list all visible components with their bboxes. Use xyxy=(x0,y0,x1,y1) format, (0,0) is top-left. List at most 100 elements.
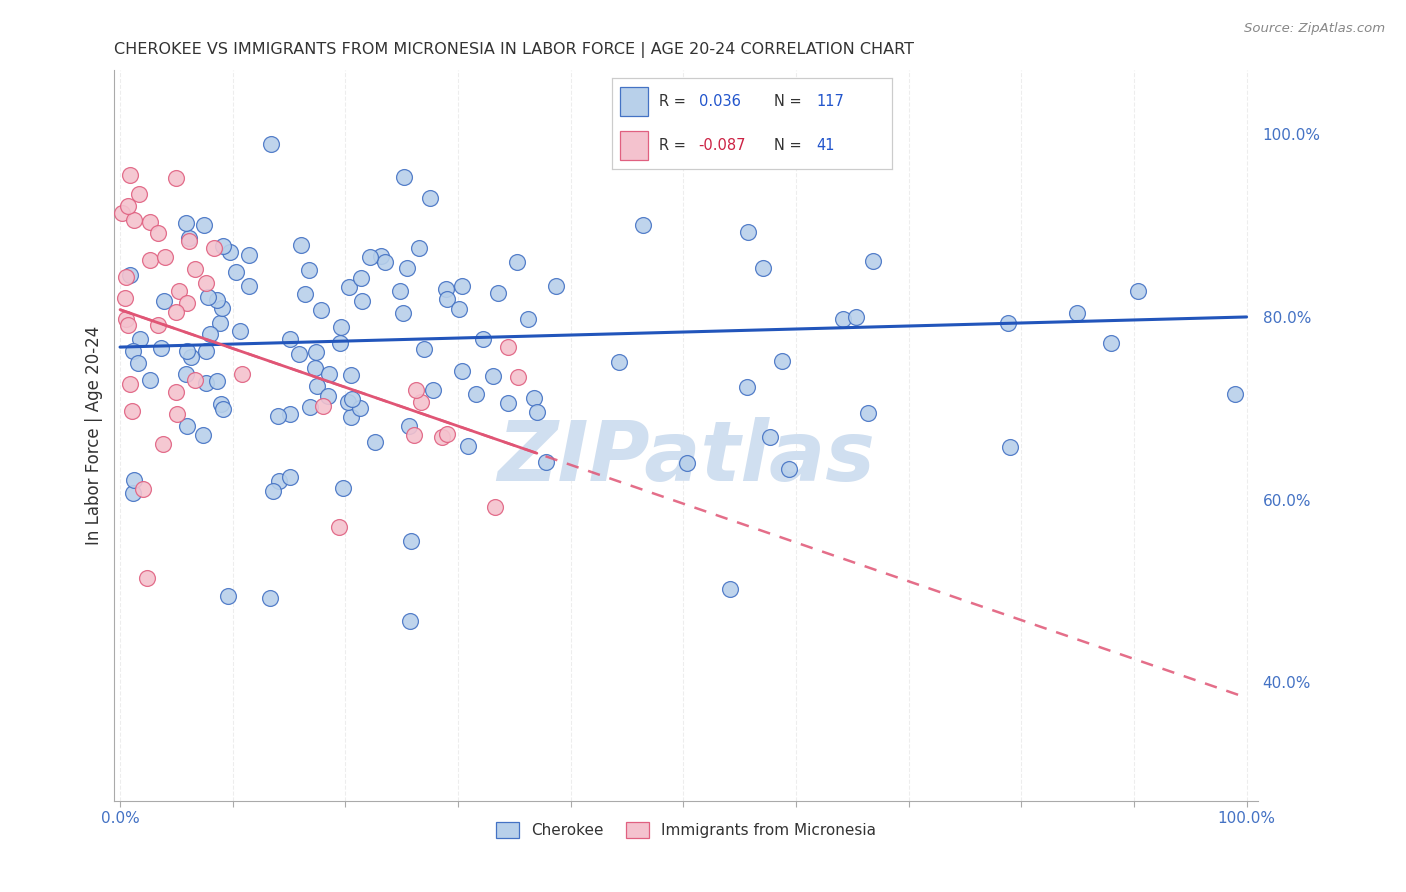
Point xyxy=(505,254,527,268)
Point xyxy=(148,318,170,332)
Point xyxy=(534,455,557,469)
Point xyxy=(436,292,458,306)
Point xyxy=(336,394,359,409)
Point xyxy=(120,268,142,282)
Point xyxy=(165,170,187,185)
Point xyxy=(211,301,233,315)
Point xyxy=(231,367,253,381)
Point xyxy=(165,384,187,399)
Point xyxy=(111,205,134,219)
Point xyxy=(436,426,458,441)
Point xyxy=(174,216,197,230)
Point xyxy=(177,231,200,245)
Point xyxy=(218,245,240,260)
Point xyxy=(225,265,247,279)
Point xyxy=(396,260,419,275)
Point xyxy=(422,383,444,397)
Point xyxy=(496,396,519,410)
Point xyxy=(312,399,335,413)
Point xyxy=(184,261,207,276)
Point xyxy=(349,401,371,415)
Point xyxy=(607,355,630,369)
Point xyxy=(752,260,775,275)
Point xyxy=(139,253,162,268)
Point xyxy=(997,316,1019,330)
Point xyxy=(136,571,159,585)
Point xyxy=(411,394,433,409)
Point xyxy=(1000,440,1022,454)
Text: CHEROKEE VS IMMIGRANTS FROM MICRONESIA IN LABOR FORCE | AGE 20-24 CORRELATION CH: CHEROKEE VS IMMIGRANTS FROM MICRONESIA I… xyxy=(114,42,914,58)
Point xyxy=(209,397,232,411)
Text: ZIPatlas: ZIPatlas xyxy=(498,417,875,498)
Point xyxy=(340,368,363,383)
Point xyxy=(298,263,321,277)
Point xyxy=(193,218,215,232)
Point xyxy=(176,419,198,434)
Point xyxy=(737,380,759,394)
Point xyxy=(117,318,139,332)
Point xyxy=(176,343,198,358)
Point xyxy=(208,317,231,331)
Point xyxy=(294,287,316,301)
Point xyxy=(212,401,235,416)
Point xyxy=(122,344,145,359)
Point xyxy=(259,591,281,606)
Point xyxy=(122,212,145,227)
Point xyxy=(451,279,474,293)
Point xyxy=(167,285,190,299)
Point xyxy=(329,335,352,350)
Point xyxy=(451,364,474,378)
Point xyxy=(122,485,145,500)
Point xyxy=(202,241,225,255)
Point xyxy=(506,369,529,384)
Point xyxy=(184,373,207,387)
Point xyxy=(332,481,354,495)
Point xyxy=(180,350,202,364)
Point xyxy=(129,332,152,346)
Point xyxy=(484,500,506,514)
Point xyxy=(278,408,301,422)
Point xyxy=(1066,306,1088,320)
Point xyxy=(174,367,197,381)
Point xyxy=(399,534,422,549)
Point xyxy=(363,435,385,450)
Point xyxy=(127,356,149,370)
Point xyxy=(405,384,427,398)
Point xyxy=(166,407,188,421)
Point xyxy=(350,293,373,308)
Point xyxy=(194,376,217,391)
Point xyxy=(195,344,218,359)
Point xyxy=(419,191,441,205)
Point xyxy=(318,367,340,381)
Point xyxy=(770,354,793,368)
Point xyxy=(152,294,174,309)
Point xyxy=(645,152,668,166)
Point xyxy=(118,168,141,182)
Point xyxy=(193,428,215,442)
Point xyxy=(457,439,479,453)
Point xyxy=(526,405,548,419)
Point xyxy=(307,379,329,393)
Legend: Cherokee, Immigrants from Micronesia: Cherokee, Immigrants from Micronesia xyxy=(489,815,883,845)
Point xyxy=(374,255,396,269)
Point xyxy=(359,250,381,264)
Point xyxy=(1099,335,1122,350)
Point xyxy=(832,312,855,326)
Point xyxy=(288,347,311,361)
Point xyxy=(211,239,233,253)
Point xyxy=(132,482,155,496)
Point xyxy=(389,284,412,298)
Point xyxy=(391,305,413,319)
Point xyxy=(758,430,780,444)
Point xyxy=(262,483,284,498)
Point xyxy=(298,401,321,415)
Point xyxy=(412,342,434,356)
Y-axis label: In Labor Force | Age 20-24: In Labor Force | Age 20-24 xyxy=(86,326,103,545)
Point xyxy=(267,409,290,424)
Point xyxy=(205,374,228,388)
Point xyxy=(340,409,363,424)
Point xyxy=(316,389,339,403)
Point xyxy=(737,225,759,239)
Point xyxy=(330,319,353,334)
Point xyxy=(114,291,136,305)
